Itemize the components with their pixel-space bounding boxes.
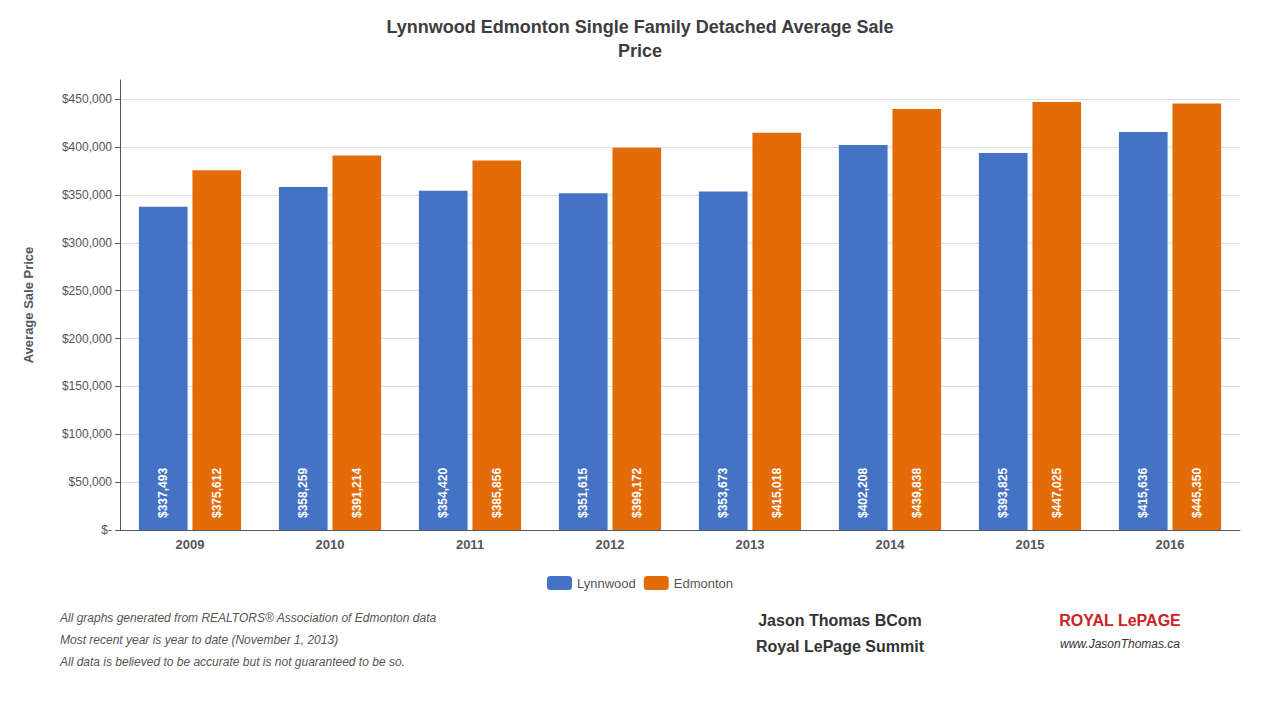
svg-text:$337,493: $337,493 bbox=[156, 468, 170, 518]
svg-text:$385,856: $385,856 bbox=[490, 468, 504, 518]
svg-text:$445,350: $445,350 bbox=[1190, 468, 1204, 518]
svg-text:Edmonton: Edmonton bbox=[674, 576, 733, 591]
svg-text:$150,000: $150,000 bbox=[62, 379, 112, 393]
svg-text:$353,673: $353,673 bbox=[716, 468, 730, 518]
svg-text:$250,000: $250,000 bbox=[62, 284, 112, 298]
svg-text:$399,172: $399,172 bbox=[630, 468, 644, 518]
svg-text:$375,612: $375,612 bbox=[210, 468, 224, 518]
svg-text:2011: 2011 bbox=[456, 537, 484, 552]
svg-text:$-: $- bbox=[101, 523, 112, 537]
svg-text:$200,000: $200,000 bbox=[62, 332, 112, 346]
svg-text:$393,825: $393,825 bbox=[996, 468, 1010, 518]
svg-text:$415,636: $415,636 bbox=[1136, 468, 1150, 518]
svg-text:$358,259: $358,259 bbox=[296, 468, 310, 518]
svg-text:ROYAL LePAGE: ROYAL LePAGE bbox=[1059, 612, 1181, 629]
svg-text:$300,000: $300,000 bbox=[62, 236, 112, 250]
svg-text:$100,000: $100,000 bbox=[62, 427, 112, 441]
svg-text:www.JasonThomas.ca: www.JasonThomas.ca bbox=[1060, 637, 1180, 651]
svg-text:Jason Thomas BCom: Jason Thomas BCom bbox=[758, 612, 922, 629]
svg-text:Lynnwood: Lynnwood bbox=[577, 576, 636, 591]
svg-text:$400,000: $400,000 bbox=[62, 140, 112, 154]
svg-text:Price: Price bbox=[618, 41, 662, 61]
svg-text:2016: 2016 bbox=[1156, 537, 1185, 552]
svg-text:2009: 2009 bbox=[176, 537, 205, 552]
svg-text:$439,838: $439,838 bbox=[910, 468, 924, 518]
svg-text:$391,214: $391,214 bbox=[350, 468, 364, 518]
svg-text:$350,000: $350,000 bbox=[62, 188, 112, 202]
svg-text:Most recent year is year to da: Most recent year is year to date (Novemb… bbox=[60, 633, 338, 647]
svg-text:$354,420: $354,420 bbox=[436, 468, 450, 518]
svg-text:Royal LePage Summit: Royal LePage Summit bbox=[756, 638, 925, 655]
svg-text:Lynnwood Edmonton Single Famil: Lynnwood Edmonton Single Family Detached… bbox=[386, 17, 893, 37]
svg-text:2015: 2015 bbox=[1016, 537, 1045, 552]
svg-text:2010: 2010 bbox=[316, 537, 345, 552]
svg-text:$415,018: $415,018 bbox=[770, 468, 784, 518]
svg-text:$50,000: $50,000 bbox=[69, 475, 113, 489]
svg-text:2014: 2014 bbox=[876, 537, 906, 552]
svg-text:$402,208: $402,208 bbox=[856, 468, 870, 518]
svg-text:Average Sale Price: Average Sale Price bbox=[21, 247, 36, 364]
svg-text:All graphs generated from REAL: All graphs generated from REALTORS® Asso… bbox=[59, 611, 436, 625]
svg-text:All data is believed to be acc: All data is believed to be accurate but … bbox=[59, 655, 405, 669]
svg-text:$447,025: $447,025 bbox=[1050, 468, 1064, 518]
svg-text:$351,615: $351,615 bbox=[576, 468, 590, 518]
svg-text:$450,000: $450,000 bbox=[62, 92, 112, 106]
svg-text:2013: 2013 bbox=[736, 537, 765, 552]
svg-text:2012: 2012 bbox=[596, 537, 625, 552]
